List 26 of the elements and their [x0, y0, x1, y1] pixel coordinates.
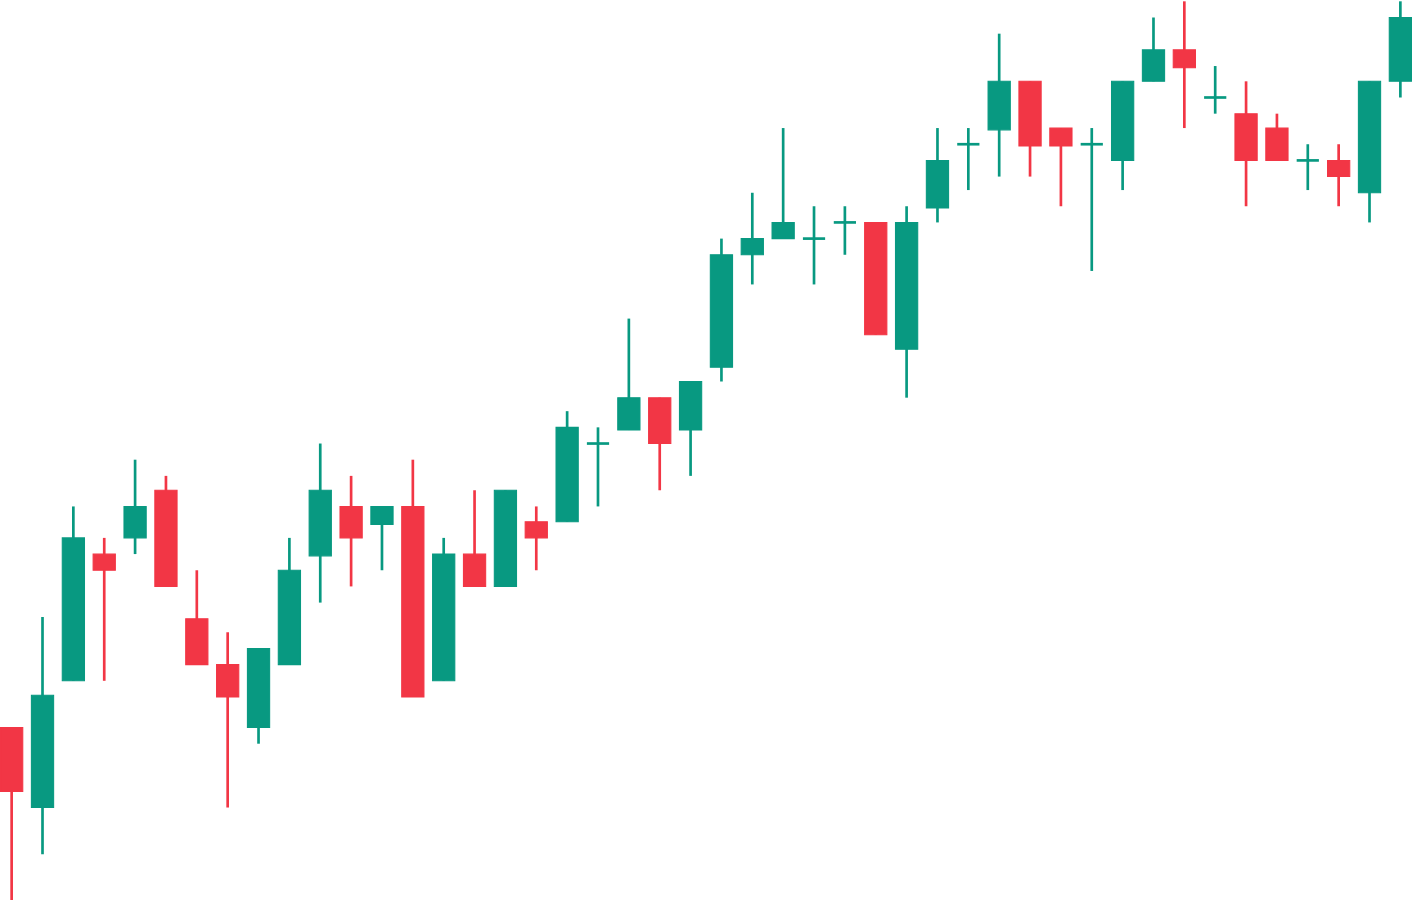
candlestick [462, 489, 487, 589]
candlestick [185, 569, 209, 667]
candlestick [1079, 126, 1105, 273]
candlestick [801, 205, 827, 287]
candlestick [955, 126, 981, 192]
candlestick [524, 505, 548, 572]
candlestick [1202, 64, 1228, 116]
candlestick [585, 426, 611, 509]
candlestick [1141, 16, 1166, 83]
candlestick [370, 505, 394, 572]
candlestick [216, 631, 240, 810]
candlestick [925, 126, 950, 225]
candlestick [1265, 112, 1289, 163]
candlestick [648, 396, 672, 492]
candlestick [1234, 80, 1258, 208]
candlestick [339, 474, 363, 589]
candlestick [92, 536, 116, 683]
candlestick [740, 191, 764, 287]
candlestick [1172, 0, 1196, 130]
candlestick [1327, 143, 1351, 208]
candlestick [1049, 126, 1073, 208]
candlestick [1295, 143, 1321, 192]
candlestick [617, 317, 641, 432]
candlestick [123, 458, 147, 556]
candlestick [771, 126, 795, 241]
candlestick [832, 205, 858, 257]
